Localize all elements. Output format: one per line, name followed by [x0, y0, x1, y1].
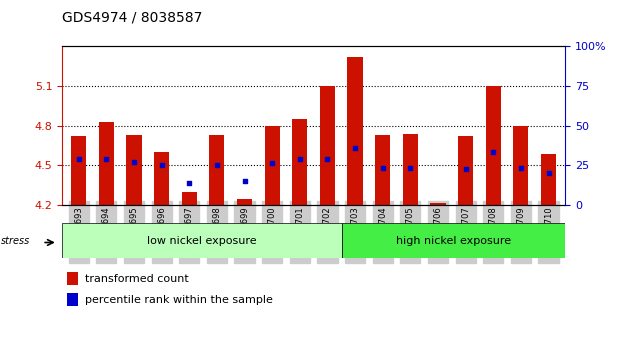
Bar	[154, 152, 169, 205]
Point	[240, 179, 250, 184]
Point	[322, 156, 332, 162]
Point	[267, 160, 277, 166]
Bar	[403, 133, 418, 205]
Point	[156, 163, 166, 169]
Bar	[237, 199, 252, 205]
Bar	[430, 203, 446, 205]
Bar	[320, 86, 335, 205]
Bar	[292, 119, 307, 205]
Bar	[514, 126, 528, 205]
Point	[461, 167, 471, 172]
Bar	[99, 122, 114, 205]
Bar	[62, 223, 342, 258]
Point	[406, 165, 415, 171]
Bar	[342, 223, 565, 258]
Bar	[265, 126, 279, 205]
Point	[101, 156, 111, 162]
Point	[433, 205, 443, 211]
Bar	[348, 57, 363, 205]
Text: stress: stress	[1, 236, 30, 246]
Bar	[71, 136, 86, 205]
Point	[543, 171, 553, 176]
Point	[212, 163, 222, 169]
Bar	[67, 293, 78, 306]
Bar	[209, 135, 224, 205]
Bar	[375, 135, 391, 205]
Point	[488, 149, 498, 155]
Text: GDS4974 / 8038587: GDS4974 / 8038587	[62, 11, 202, 25]
Point	[74, 156, 84, 162]
Bar	[458, 136, 473, 205]
Bar	[181, 192, 197, 205]
Bar	[541, 154, 556, 205]
Point	[378, 165, 388, 171]
Text: low nickel exposure: low nickel exposure	[147, 236, 256, 246]
Bar	[67, 272, 78, 285]
Text: percentile rank within the sample: percentile rank within the sample	[84, 295, 273, 306]
Point	[184, 180, 194, 185]
Point	[129, 159, 139, 164]
Text: high nickel exposure: high nickel exposure	[396, 236, 511, 246]
Point	[295, 156, 305, 162]
Point	[350, 145, 360, 151]
Text: transformed count: transformed count	[84, 274, 189, 284]
Point	[516, 165, 526, 171]
Bar	[126, 135, 142, 205]
Bar	[486, 86, 501, 205]
